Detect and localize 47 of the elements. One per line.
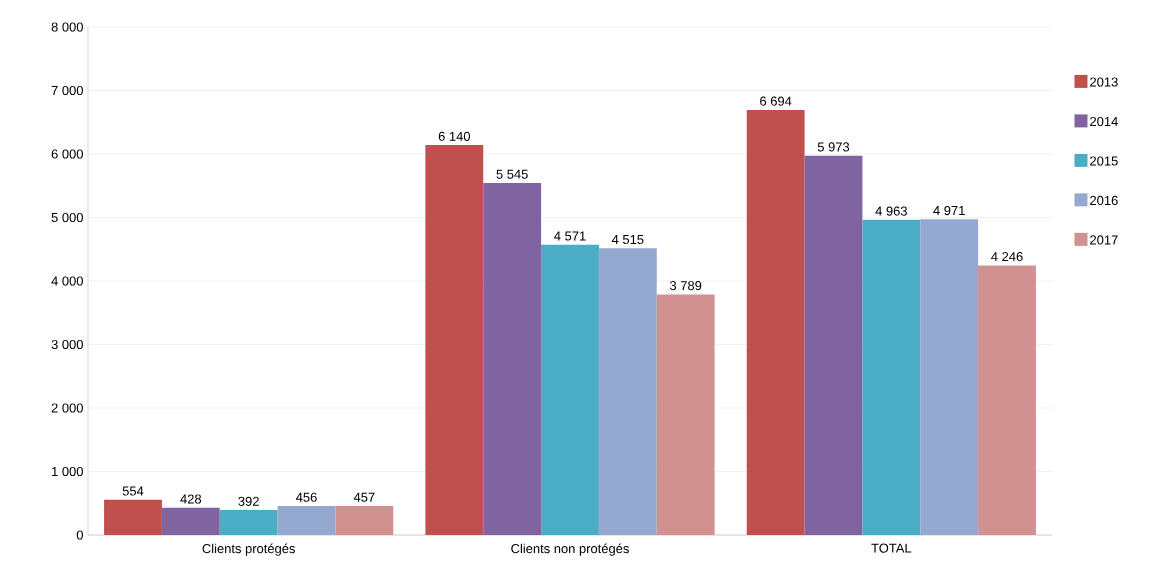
x-tick-label: Clients protégés xyxy=(202,543,295,556)
y-tick-label: 5 000 xyxy=(51,212,83,223)
legend-label: 2013 xyxy=(1090,77,1118,87)
data-label: 457 xyxy=(353,492,375,502)
bar xyxy=(978,265,1036,535)
data-label: 456 xyxy=(296,492,317,502)
bar xyxy=(541,244,599,535)
data-label: 3 789 xyxy=(669,281,702,291)
data-label: 6 694 xyxy=(760,96,792,106)
bar xyxy=(335,505,394,535)
legend-label: 2015 xyxy=(1090,156,1118,166)
data-label: 4 246 xyxy=(991,252,1023,262)
bar xyxy=(598,248,657,535)
legend-label: 2017 xyxy=(1090,235,1118,245)
data-label: 4 515 xyxy=(611,235,644,245)
bar xyxy=(219,510,278,535)
bar xyxy=(483,182,542,535)
data-label: 4 971 xyxy=(933,205,965,216)
data-label: 6 140 xyxy=(438,131,471,141)
y-tick-label: 4 000 xyxy=(51,276,83,286)
y-tick-label: 7 000 xyxy=(51,85,83,96)
bar xyxy=(656,294,715,535)
data-label: 554 xyxy=(122,486,144,496)
bar xyxy=(104,499,162,535)
bar xyxy=(920,219,979,535)
y-tick-label: 8 000 xyxy=(51,22,83,32)
bar xyxy=(425,145,484,535)
x-tick-label: Clients non protégés xyxy=(511,543,629,556)
y-tick-label: 6 000 xyxy=(51,149,83,159)
data-label: 5 973 xyxy=(817,142,850,152)
data-label: 428 xyxy=(180,494,202,504)
bar xyxy=(277,506,336,535)
x-tick-label: TOTAL xyxy=(871,543,912,553)
bar xyxy=(804,155,863,535)
y-tick-label: 3 000 xyxy=(51,339,83,350)
y-tick-label: 0 xyxy=(76,530,83,540)
bar xyxy=(862,219,921,535)
data-label: 5 545 xyxy=(496,169,528,179)
data-label: 4 963 xyxy=(875,206,907,216)
data-label: 4 571 xyxy=(554,231,586,241)
bar xyxy=(746,109,805,535)
bar xyxy=(161,507,220,535)
y-tick-label: 2 000 xyxy=(51,403,83,413)
y-tick-label: 1 000 xyxy=(52,466,83,477)
legend-label: 2014 xyxy=(1090,116,1118,127)
data-label: 392 xyxy=(238,496,259,506)
legend-label: 2016 xyxy=(1090,195,1118,206)
